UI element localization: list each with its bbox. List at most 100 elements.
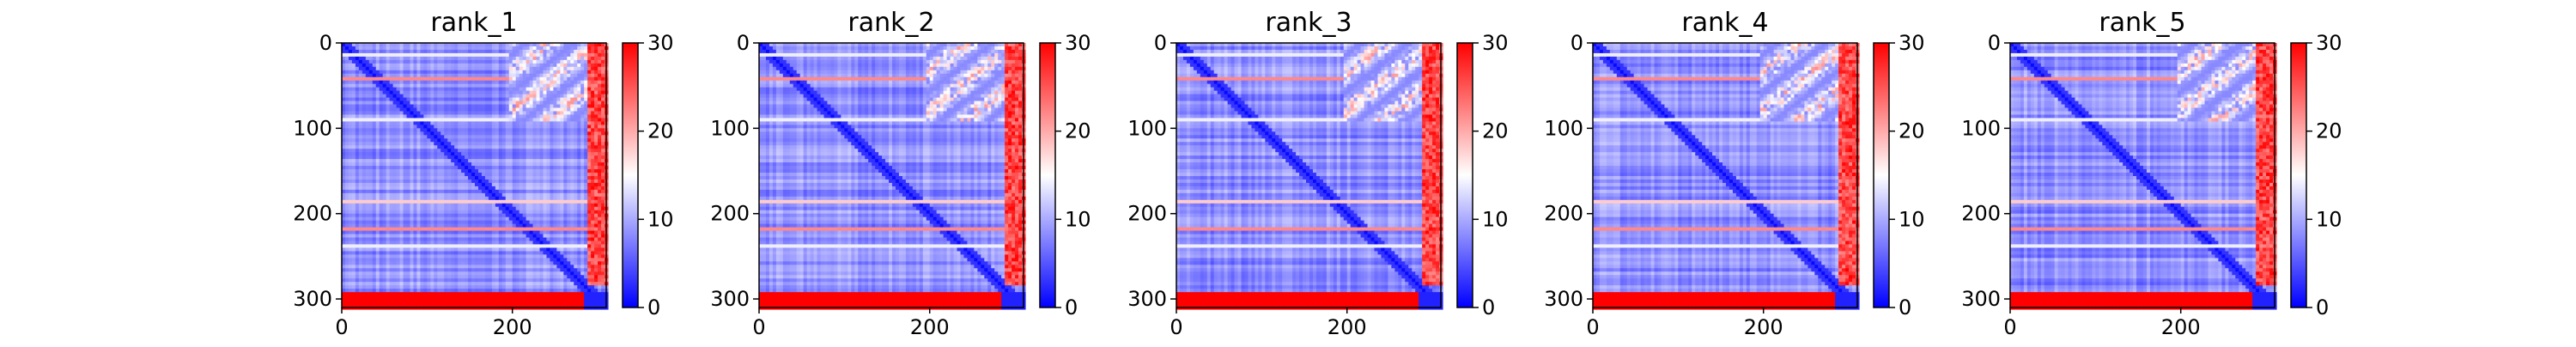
heatmap-cell (383, 238, 387, 242)
heatmap-cell (416, 241, 421, 246)
heatmap-cell (543, 98, 547, 102)
heatmap-cell (509, 149, 513, 153)
heatmap-cell (550, 91, 554, 95)
heatmap-cell (533, 180, 538, 184)
heatmap-cell (482, 193, 486, 198)
heatmap-cell (423, 118, 428, 122)
heatmap-cell (359, 88, 363, 92)
heatmap-cell (390, 111, 394, 115)
heatmap-cell (594, 135, 598, 139)
heatmap-cell (373, 200, 377, 204)
heatmap-cell (404, 166, 408, 170)
heatmap-cell (393, 91, 398, 95)
heatmap-cell (570, 131, 574, 136)
heatmap-cell (560, 244, 564, 248)
heatmap-cell (345, 57, 349, 61)
heatmap-cell (447, 64, 452, 68)
heatmap-cell (516, 200, 520, 204)
heatmap-cell (601, 149, 605, 153)
heatmap-cell (440, 131, 445, 136)
heatmap-cell (489, 118, 493, 122)
heatmap-cell (516, 149, 520, 153)
heatmap-cell (499, 166, 503, 170)
heatmap-cell (570, 166, 574, 170)
heatmap-cell (383, 207, 387, 211)
heatmap-cell (427, 173, 431, 177)
heatmap-cell (413, 77, 417, 82)
heatmap-cell (366, 221, 370, 225)
heatmap-cell (465, 125, 469, 129)
heatmap-cell (461, 142, 465, 146)
heatmap-cell (468, 50, 472, 54)
heatmap-cell (540, 173, 544, 177)
heatmap-cell (404, 155, 408, 160)
heatmap-cell (523, 135, 527, 139)
heatmap-cell (386, 244, 391, 248)
heatmap-cell (546, 88, 550, 92)
heatmap-cell (546, 238, 550, 242)
heatmap-cell (437, 190, 441, 194)
heatmap-cell (516, 91, 520, 95)
heatmap-cell (349, 81, 353, 85)
heatmap-cell (447, 221, 452, 225)
heatmap-cell (482, 114, 486, 119)
heatmap-cell (502, 193, 507, 198)
heatmap-cell (390, 81, 394, 85)
heatmap-cell (362, 214, 367, 218)
heatmap-cell (444, 254, 448, 259)
heatmap-cell (513, 238, 517, 242)
heatmap-cell (601, 173, 605, 177)
heatmap-cell (513, 57, 517, 61)
heatmap-cell (482, 231, 486, 235)
heatmap-cell (475, 118, 479, 122)
heatmap-cell (376, 88, 380, 92)
heatmap-cell (478, 64, 483, 68)
heatmap-cell (495, 221, 500, 225)
heatmap-cell (454, 149, 459, 153)
heatmap-cell (397, 108, 401, 113)
heatmap-cell (499, 251, 503, 255)
heatmap-cell (543, 128, 547, 132)
heatmap-cell (440, 159, 445, 163)
heatmap-cell (502, 50, 507, 54)
heatmap-cell (587, 67, 592, 71)
heatmap-cell (461, 251, 465, 255)
heatmap-cell (509, 234, 513, 239)
heatmap-cell (506, 135, 510, 139)
heatmap-cell (427, 200, 431, 204)
heatmap-cell (587, 159, 592, 163)
heatmap-cell (454, 53, 459, 58)
heatmap-cell (489, 193, 493, 198)
heatmap-cell (598, 258, 602, 262)
heatmap-cell (427, 88, 431, 92)
heatmap-cell (465, 214, 469, 218)
heatmap-cell (390, 118, 394, 122)
heatmap-cell (437, 166, 441, 170)
heatmap-cell (383, 251, 387, 255)
heatmap-cell (376, 193, 380, 198)
heatmap-cell (440, 46, 445, 51)
heatmap-cell (362, 131, 367, 136)
heatmap-cell (352, 111, 356, 115)
heatmap-cell (509, 193, 513, 198)
heatmap-cell (461, 210, 465, 215)
heatmap-cell (499, 145, 503, 149)
heatmap-cell (577, 149, 581, 153)
heatmap-cell (598, 135, 602, 139)
heatmap-cell (454, 234, 459, 239)
heatmap-cell (393, 258, 398, 262)
heatmap-cell (533, 121, 538, 125)
heatmap-cell (526, 88, 531, 92)
heatmap-cell (349, 241, 353, 246)
heatmap-cell (369, 228, 374, 232)
heatmap-cell (523, 186, 527, 191)
heatmap-cell (440, 254, 445, 259)
heatmap-cell (482, 64, 486, 68)
heatmap-cell (440, 193, 445, 198)
heatmap-cell (397, 138, 401, 143)
heatmap-cell (383, 166, 387, 170)
heatmap-cell (451, 53, 455, 58)
heatmap-cell (423, 197, 428, 201)
heatmap-cell (523, 111, 527, 115)
heatmap-cell (369, 238, 374, 242)
